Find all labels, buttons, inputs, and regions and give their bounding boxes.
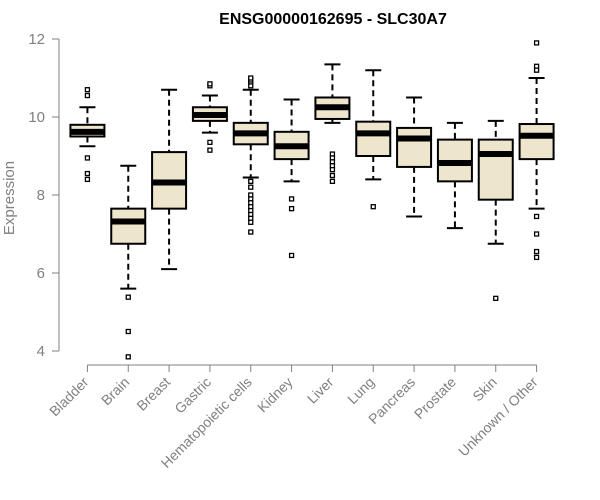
outlier-point xyxy=(125,294,131,300)
iqr-box xyxy=(396,126,433,168)
y-axis: 4 6 8 10 12 xyxy=(28,31,60,360)
box-hematopoietic-cells xyxy=(232,75,269,235)
outlier-point xyxy=(84,170,91,177)
y-tick-label: 12 xyxy=(28,31,45,48)
box-prostate xyxy=(436,121,473,230)
outlier-point xyxy=(288,205,295,212)
x-tick-label: Lung xyxy=(344,374,377,407)
box-bladder xyxy=(69,87,106,183)
iqr-box xyxy=(355,120,392,157)
outlier-point xyxy=(248,184,254,190)
iqr-box xyxy=(110,207,147,245)
box-liver xyxy=(314,63,351,185)
box-lung xyxy=(355,69,392,210)
outlier-point xyxy=(207,139,213,146)
outlier-point xyxy=(329,166,336,173)
outlier-point xyxy=(533,248,540,255)
x-tick-label: Bladder xyxy=(46,374,92,420)
box-gastric xyxy=(191,81,228,153)
outlier-point xyxy=(288,196,295,202)
box-skin xyxy=(477,119,514,302)
outlier-point xyxy=(84,176,91,183)
outlier-point xyxy=(329,172,336,179)
outlier-point xyxy=(207,81,213,87)
box-unknown-other xyxy=(518,40,555,261)
outlier-point xyxy=(533,231,540,237)
outlier-point xyxy=(248,219,254,225)
box-kidney xyxy=(273,98,310,259)
outlier-point xyxy=(248,229,254,235)
outlier-point xyxy=(84,87,91,93)
y-tick-label: 8 xyxy=(37,187,45,204)
x-tick-label: Brain xyxy=(98,374,132,408)
outlier-point xyxy=(370,204,376,210)
outlier-point xyxy=(84,92,91,99)
box-pancreas xyxy=(396,96,433,218)
x-tick-label: Breast xyxy=(133,374,173,414)
chart-title: ENSG00000162695 - SLC30A7 xyxy=(219,11,447,28)
outlier-point xyxy=(84,155,91,161)
outlier-point xyxy=(533,254,540,261)
y-tick-label: 4 xyxy=(37,343,45,360)
outlier-point xyxy=(329,178,336,185)
x-tick-label: Liver xyxy=(304,374,337,407)
outlier-point xyxy=(533,40,540,46)
outlier-point xyxy=(248,178,254,185)
x-tick-label: Kidney xyxy=(254,374,296,416)
outlier-point xyxy=(207,147,213,153)
y-tick-label: 6 xyxy=(37,265,45,282)
outlier-point xyxy=(288,252,295,259)
y-tick-label: 10 xyxy=(28,109,45,126)
outlier-point xyxy=(125,354,131,360)
outlier-point xyxy=(125,328,131,335)
x-tick-label: Skin xyxy=(469,374,500,405)
iqr-box xyxy=(477,138,514,201)
box-brain xyxy=(110,164,147,360)
outlier-point xyxy=(533,213,540,220)
iqr-box xyxy=(518,123,555,161)
boxes-layer xyxy=(69,40,555,360)
x-tick-label: Prostate xyxy=(411,374,459,422)
y-axis-label: Expression xyxy=(1,161,18,235)
outlier-point xyxy=(533,67,540,73)
box-breast xyxy=(151,88,188,271)
outlier-point xyxy=(248,75,254,81)
outlier-point xyxy=(493,295,499,302)
